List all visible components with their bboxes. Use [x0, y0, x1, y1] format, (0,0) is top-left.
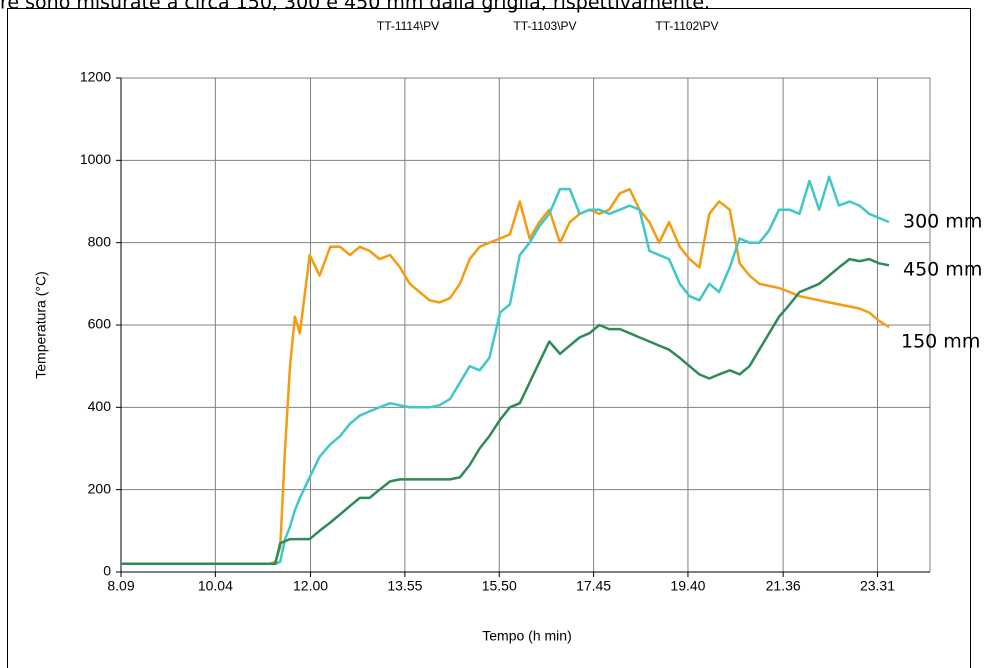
annotation: 450 mm [903, 259, 982, 281]
legend-entry: TT-1103\PV [513, 19, 576, 33]
series-line [121, 175, 890, 566]
x-tick-label: 12.00 [293, 578, 328, 594]
series-line [121, 257, 890, 566]
caption: re sono misurate a circa 150, 300 e 450 … [0, 0, 710, 14]
series-line [121, 187, 890, 566]
chart-frame [7, 8, 971, 668]
annotation: 150 mm [901, 331, 980, 353]
x-tick-label: 15.50 [482, 578, 517, 594]
y-tick-label: 0 [103, 563, 111, 579]
x-tick-label: 13.55 [387, 578, 422, 594]
y-tick-label: 400 [88, 398, 112, 414]
y-tick-label: 600 [88, 316, 112, 332]
x-axis-title: Tempo (h min) [482, 628, 571, 644]
legend-entry: TT-1102\PV [655, 19, 718, 33]
x-tick-label: 10.04 [198, 578, 233, 594]
y-axis-title: Temperatura (°C) [33, 271, 49, 379]
y-tick-label: 1000 [80, 151, 111, 167]
x-tick-label: 17.45 [576, 578, 611, 594]
x-tick-label: 23.31 [860, 578, 895, 594]
y-tick-label: 1200 [80, 69, 111, 85]
x-tick-label: 21.36 [766, 578, 801, 594]
legend-entry: TT-1114\PV [377, 19, 439, 33]
x-tick-label: 8.09 [107, 578, 134, 594]
x-tick-label: 19.40 [670, 578, 705, 594]
annotation: 300 mm [903, 211, 982, 233]
y-tick-label: 200 [88, 480, 112, 496]
y-tick-label: 800 [88, 233, 112, 249]
